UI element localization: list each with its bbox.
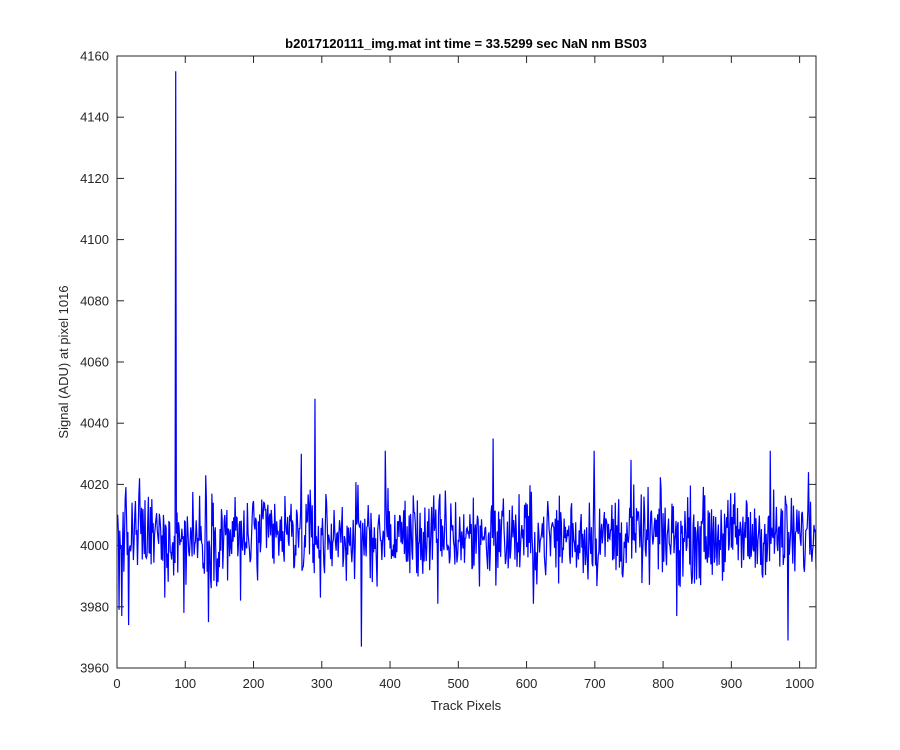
x-tick-label: 300: [311, 676, 333, 691]
y-tick-label: 3960: [80, 661, 109, 676]
signal-line: [117, 71, 817, 647]
y-tick-label: 4100: [80, 232, 109, 247]
x-tick-label: 700: [584, 676, 606, 691]
x-axis-label: Track Pixels: [431, 698, 502, 713]
y-tick-label: 4020: [80, 477, 109, 492]
y-tick-label: 4140: [80, 110, 109, 125]
x-tick-label: 800: [652, 676, 674, 691]
y-tick-label: 4120: [80, 171, 109, 186]
y-tick-label: 4060: [80, 355, 109, 370]
y-tick-label: 4160: [80, 49, 109, 64]
axes-box: [116, 55, 817, 669]
x-tick-label: 100: [174, 676, 196, 691]
x-tick-label: 1000: [785, 676, 814, 691]
y-tick-label: 4080: [80, 293, 109, 308]
y-axis-label: Signal (ADU) at pixel 1016: [56, 285, 71, 438]
plot-area: [117, 56, 816, 668]
y-tick-label: 3980: [80, 599, 109, 614]
y-tick-label: 4000: [80, 538, 109, 553]
x-tick-label: 900: [721, 676, 743, 691]
x-tick-label: 200: [243, 676, 265, 691]
x-tick-label: 600: [516, 676, 538, 691]
x-tick-label: 0: [113, 676, 120, 691]
x-axis-ticks: 0 100 200 300 400 500 600 700 800 900 1000: [113, 56, 814, 691]
y-axis-ticks: 3960 3980 4000 4020 4040 4060 4080 4100 4120 4140…: [80, 49, 816, 676]
x-tick-label: 500: [447, 676, 469, 691]
x-tick-label: 400: [379, 676, 401, 691]
chart-title: b2017120111_img.mat int time = 33.5299 s…: [285, 36, 647, 51]
y-tick-label: 4040: [80, 416, 109, 431]
